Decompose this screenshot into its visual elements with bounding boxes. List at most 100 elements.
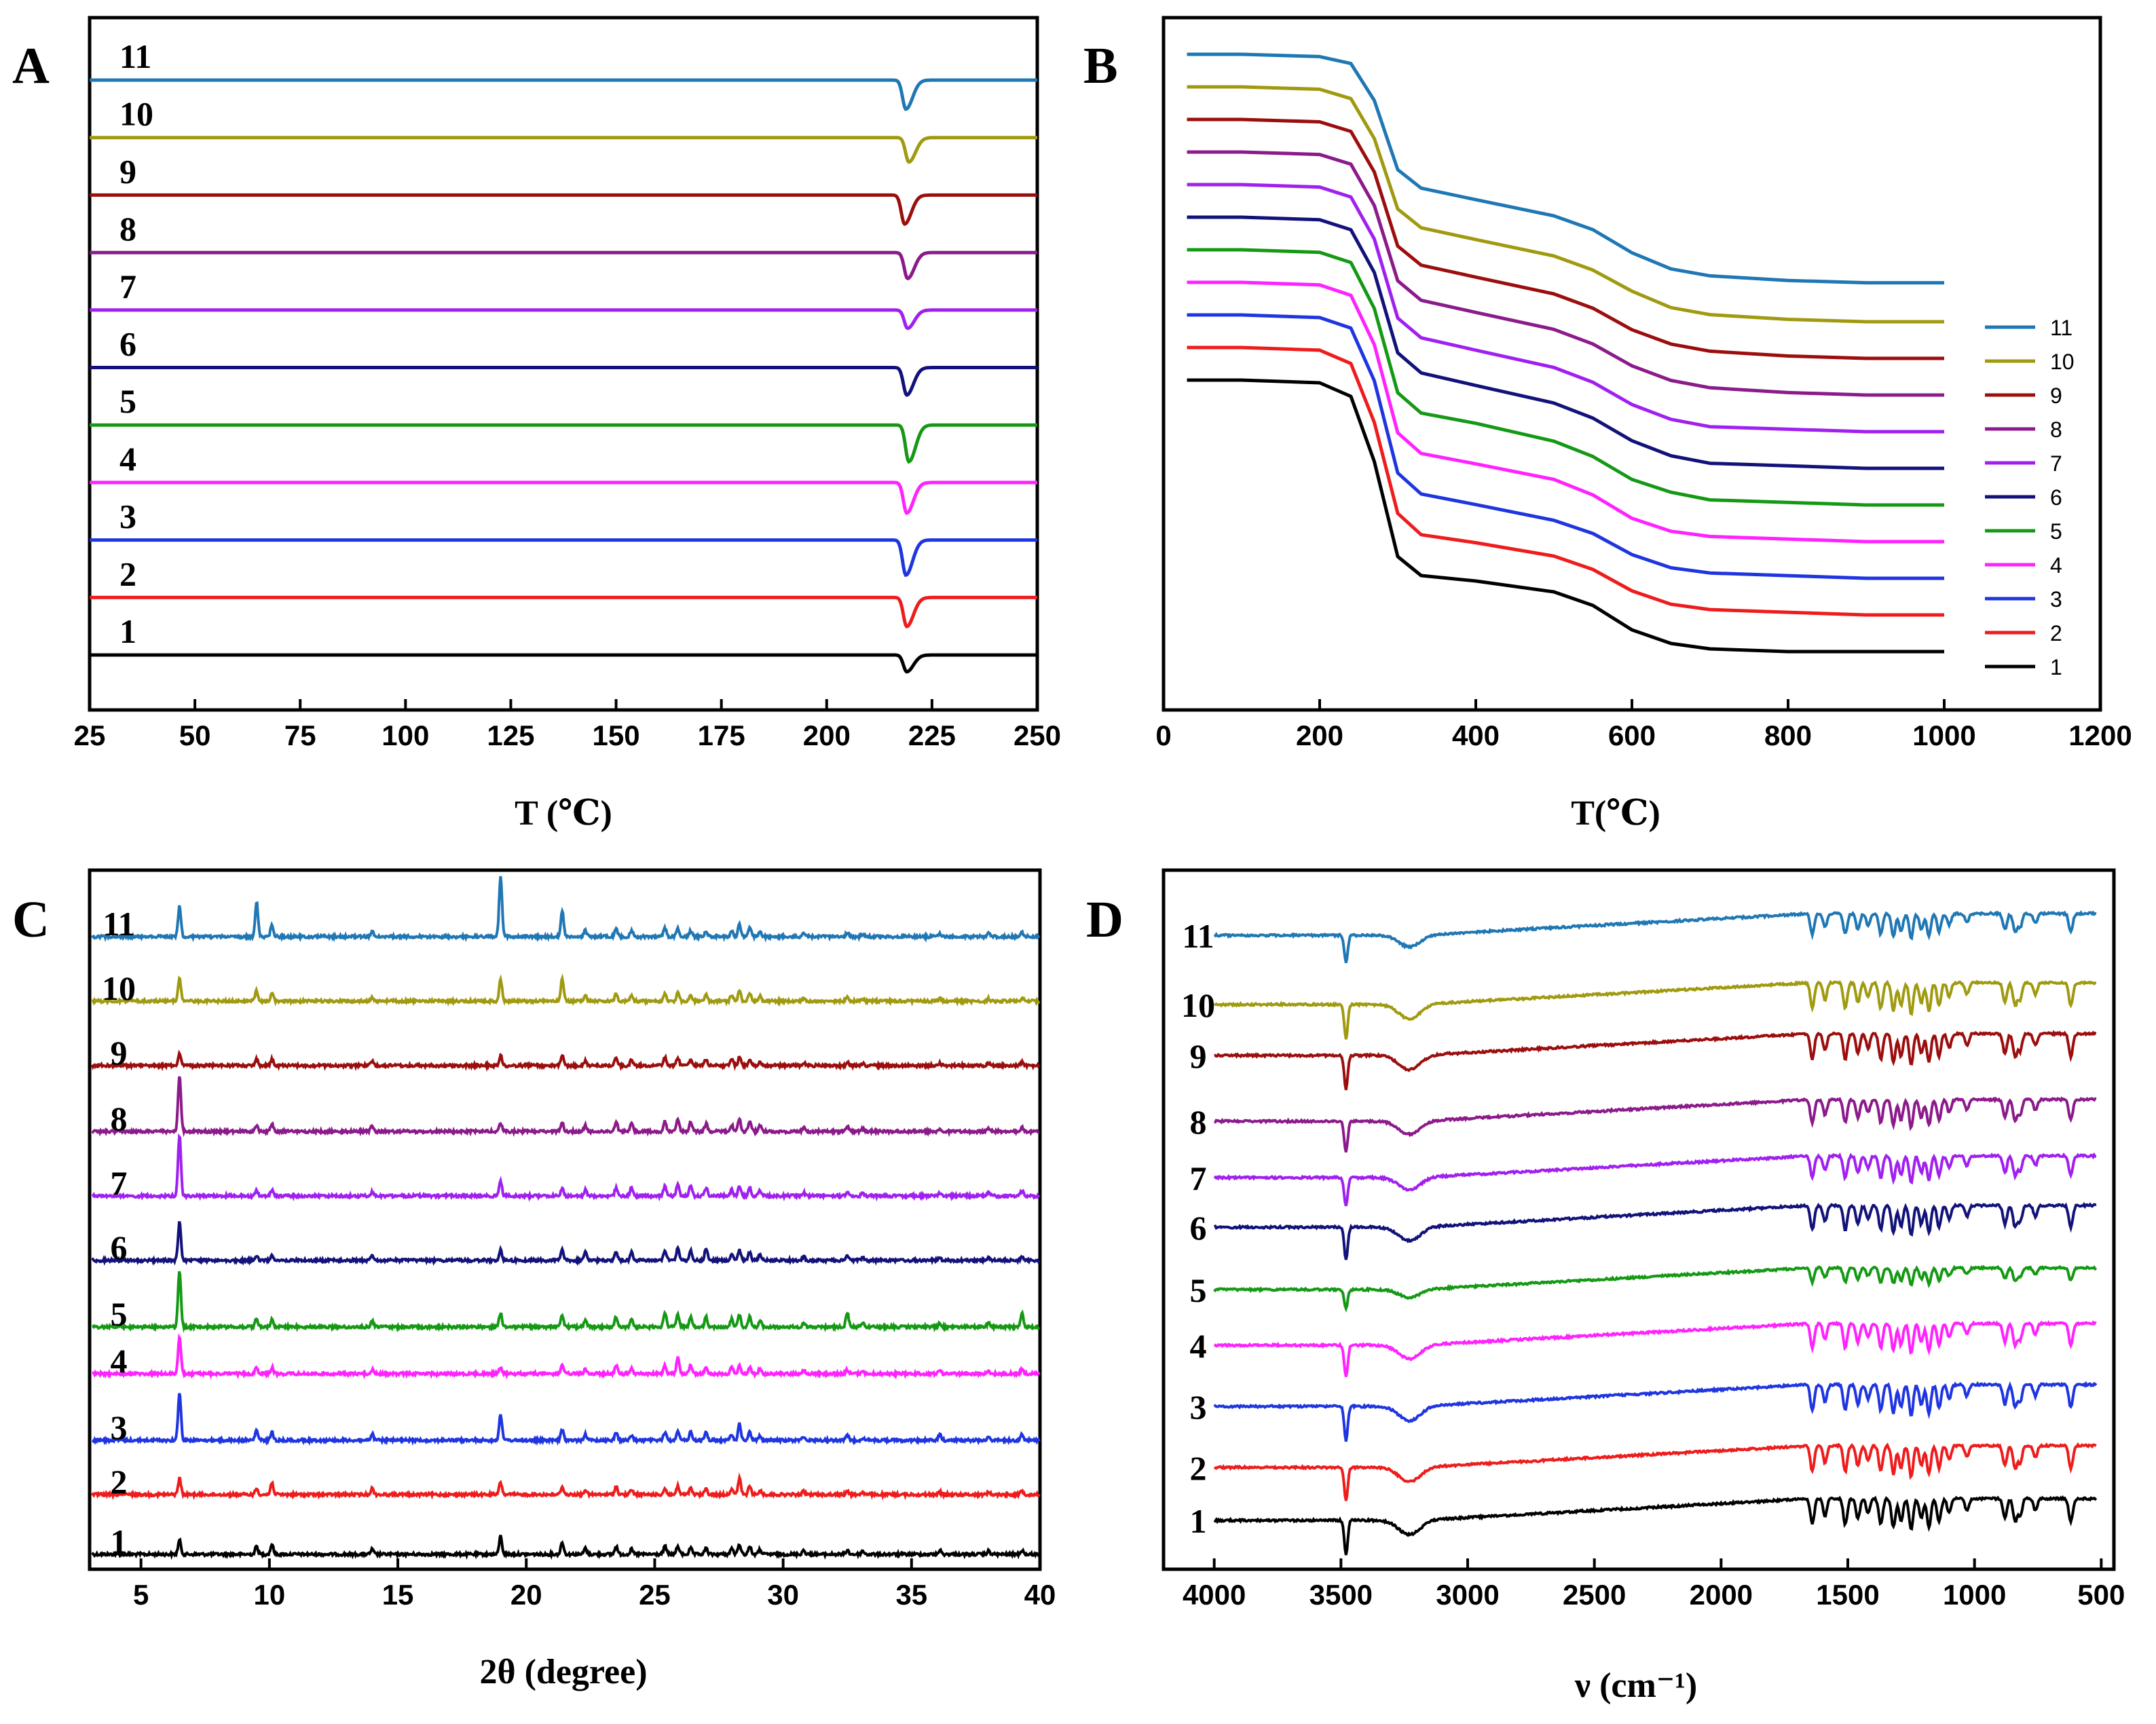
- x-tick-label: 25: [74, 719, 106, 751]
- series-label-c-7: 7: [111, 1164, 128, 1202]
- ftir-spectrum-10: [1214, 979, 2097, 1040]
- ftir-spectrum-7: [1213, 1152, 2097, 1207]
- x-tick-label: 15: [382, 1579, 414, 1611]
- x-tick-label: 5: [133, 1579, 149, 1611]
- dsc-curve-8: [90, 250, 1037, 281]
- plot-frame-c: [88, 868, 1042, 1571]
- xrd-pattern-2: [91, 1472, 1041, 1501]
- x-tick-label: 1000: [1912, 719, 1975, 751]
- x-tick-label: 50: [179, 719, 211, 751]
- xrd-pattern-11: [91, 876, 1041, 943]
- xrd-pattern-10: [91, 973, 1041, 1007]
- x-tick-label: 30: [767, 1579, 799, 1611]
- series-number-labels-a: 1 2 3 4 5 6 7 8 9 10 11: [119, 37, 153, 650]
- xrd-pattern-6: [91, 1220, 1041, 1267]
- dsc-curve-7: [90, 308, 1037, 331]
- x-axis-title-a: T (℃): [515, 794, 612, 833]
- xrd-pattern-8: [91, 1076, 1040, 1138]
- series-label-c-11: 11: [103, 905, 134, 943]
- series-label-d-11: 11: [1182, 917, 1214, 955]
- x-tick-label: 200: [803, 719, 851, 751]
- x-axis-d: 4000 3500 3000 2500 2000 1500 1000 500: [1183, 1558, 2125, 1611]
- legend-label-6: 6: [2050, 485, 2062, 510]
- series-label-d-5: 5: [1190, 1271, 1207, 1309]
- ftir-spectrum-2: [1213, 1442, 2097, 1501]
- legend-b: 11 10 9 8 7 6 5 4 3 2 1: [1985, 316, 2075, 679]
- series-label-c-9: 9: [111, 1034, 128, 1072]
- x-tick-label: 500: [2077, 1579, 2125, 1611]
- series-label-a-9: 9: [119, 152, 136, 190]
- series-label-d-3: 3: [1190, 1388, 1207, 1426]
- legend-label-8: 8: [2050, 417, 2062, 442]
- legend-label-5: 5: [2050, 519, 2062, 544]
- series-label-c-4: 4: [111, 1342, 128, 1380]
- tga-curve-2: [1187, 345, 1944, 617]
- x-axis-title-d: ν (cm⁻¹): [1574, 1666, 1697, 1705]
- x-tick-label: 10: [254, 1579, 286, 1611]
- dsc-curve-10: [90, 136, 1037, 164]
- series-label-a-5: 5: [119, 382, 136, 420]
- dsc-curve-5: [90, 423, 1037, 464]
- legend-label-10: 10: [2050, 350, 2075, 374]
- x-tick-label: 2000: [1690, 1579, 1753, 1611]
- tga-curve-5: [1187, 248, 1944, 507]
- series-label-a-8: 8: [119, 210, 136, 248]
- dsc-curve-1: [90, 653, 1037, 674]
- dsc-curve-3: [90, 538, 1037, 578]
- dsc-curve-4: [90, 481, 1037, 515]
- xrd-pattern-5: [92, 1271, 1041, 1333]
- series-group-c: [90, 876, 1041, 1560]
- x-tick-label: 1200: [2068, 719, 2132, 751]
- ftir-spectrum-1: [1213, 1495, 2098, 1556]
- x-tick-label: 4000: [1183, 1579, 1246, 1611]
- series-group-b: [1187, 52, 1944, 654]
- series-label-d-7: 7: [1190, 1159, 1207, 1197]
- ftir-spectrum-8: [1214, 1096, 2097, 1153]
- series-label-c-3: 3: [111, 1408, 128, 1446]
- x-tick-label: 40: [1024, 1579, 1056, 1611]
- series-label-d-9: 9: [1190, 1037, 1207, 1075]
- panel-a: A 1 2 3 4 5 6 7 8 9 10 11 25 50 75 100 125 150 175 200 225…: [12, 16, 1061, 833]
- xrd-pattern-3: [91, 1393, 1041, 1446]
- ftir-spectrum-6: [1213, 1201, 2097, 1260]
- series-label-a-2: 2: [119, 555, 136, 593]
- x-tick-label: 0: [1155, 719, 1171, 751]
- series-number-labels-d: 1 2 3 4 5 6 7 8 9 10 11: [1181, 917, 1215, 1540]
- series-label-c-10: 10: [102, 969, 136, 1007]
- series-label-a-11: 11: [119, 37, 151, 75]
- x-axis-b: 0 200 400 600 800 1000 1200: [1155, 699, 2132, 751]
- series-label-d-4: 4: [1190, 1327, 1207, 1365]
- dsc-curve-11: [90, 78, 1037, 111]
- series-label-c-6: 6: [111, 1229, 128, 1267]
- x-tick-label: 125: [487, 719, 534, 751]
- xrd-pattern-7: [92, 1133, 1041, 1202]
- legend-label-1: 1: [2050, 655, 2062, 679]
- series-label-d-10: 10: [1181, 986, 1215, 1024]
- x-tick-label: 175: [698, 719, 745, 751]
- x-tick-label: 225: [908, 719, 956, 751]
- ftir-spectrum-4: [1213, 1320, 2097, 1377]
- ftir-spectrum-11: [1213, 910, 2097, 964]
- legend-label-4: 4: [2050, 553, 2062, 578]
- series-group-d: [1213, 910, 2098, 1556]
- x-tick-label: 250: [1014, 719, 1061, 751]
- plot-frame-d: [1161, 868, 2116, 1571]
- x-tick-label: 35: [895, 1579, 927, 1611]
- legend-label-7: 7: [2050, 451, 2062, 476]
- x-tick-label: 2500: [1563, 1579, 1626, 1611]
- tga-curve-3: [1187, 313, 1944, 580]
- tga-curve-11: [1187, 52, 1944, 285]
- series-label-d-8: 8: [1190, 1103, 1207, 1141]
- x-axis-title-c: 2θ (degree): [479, 1653, 647, 1691]
- series-label-a-4: 4: [119, 440, 136, 478]
- plot-frame-a: [88, 16, 1039, 712]
- panel-label-a: A: [12, 37, 50, 94]
- x-tick-label: 3500: [1309, 1579, 1373, 1611]
- tga-curve-9: [1187, 117, 1944, 360]
- ftir-spectrum-5: [1213, 1264, 2098, 1313]
- xrd-pattern-4: [92, 1333, 1041, 1380]
- x-tick-label: 75: [284, 719, 316, 751]
- x-tick-label: 1000: [1943, 1579, 2006, 1611]
- x-tick-label: 200: [1296, 719, 1343, 751]
